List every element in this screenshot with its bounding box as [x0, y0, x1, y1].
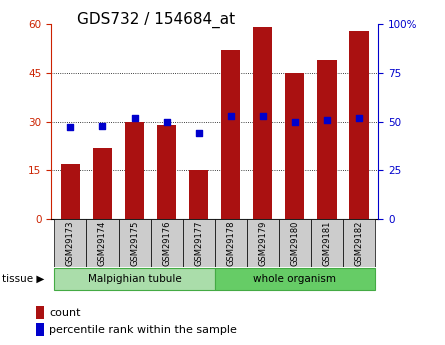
Bar	[125, 122, 144, 219]
Bar	[215, 268, 375, 290]
Point	[324, 117, 331, 122]
Bar	[215, 219, 247, 267]
Bar	[61, 164, 80, 219]
Text: Malpighian tubule: Malpighian tubule	[88, 274, 182, 284]
Point	[131, 115, 138, 120]
Text: percentile rank within the sample: percentile rank within the sample	[49, 325, 237, 335]
Point	[356, 115, 363, 120]
Bar	[343, 219, 375, 267]
Bar	[285, 73, 304, 219]
Text: GSM29176: GSM29176	[162, 220, 171, 266]
Bar	[54, 219, 86, 267]
Bar	[93, 148, 112, 219]
Bar	[247, 219, 279, 267]
Text: GSM29178: GSM29178	[226, 220, 235, 266]
Point	[291, 119, 299, 125]
Text: GSM29177: GSM29177	[194, 220, 203, 266]
Bar	[54, 268, 215, 290]
Point	[227, 113, 235, 119]
Bar	[311, 219, 343, 267]
Text: GSM29182: GSM29182	[355, 220, 364, 266]
Bar	[317, 60, 336, 219]
Bar	[36, 323, 44, 336]
Bar	[150, 219, 182, 267]
Point	[99, 123, 106, 128]
Text: GDS732 / 154684_at: GDS732 / 154684_at	[77, 12, 235, 28]
Bar	[279, 219, 311, 267]
Point	[67, 125, 74, 130]
Text: tissue ▶: tissue ▶	[2, 274, 44, 284]
Bar	[118, 219, 150, 267]
Bar	[36, 306, 44, 319]
Point	[163, 119, 170, 125]
Point	[195, 130, 202, 136]
Text: GSM29175: GSM29175	[130, 220, 139, 266]
Bar	[253, 27, 272, 219]
Text: GSM29180: GSM29180	[291, 220, 299, 266]
Text: GSM29179: GSM29179	[258, 220, 267, 266]
Bar	[157, 125, 176, 219]
Bar	[189, 170, 208, 219]
Text: GSM29173: GSM29173	[66, 220, 75, 266]
Text: GSM29181: GSM29181	[323, 220, 332, 266]
Point	[259, 113, 267, 119]
Text: GSM29174: GSM29174	[98, 220, 107, 266]
Bar	[221, 50, 240, 219]
Bar	[182, 219, 215, 267]
Text: whole organism: whole organism	[253, 274, 336, 284]
Bar	[349, 31, 368, 219]
Bar	[86, 219, 118, 267]
Text: count: count	[49, 308, 81, 318]
